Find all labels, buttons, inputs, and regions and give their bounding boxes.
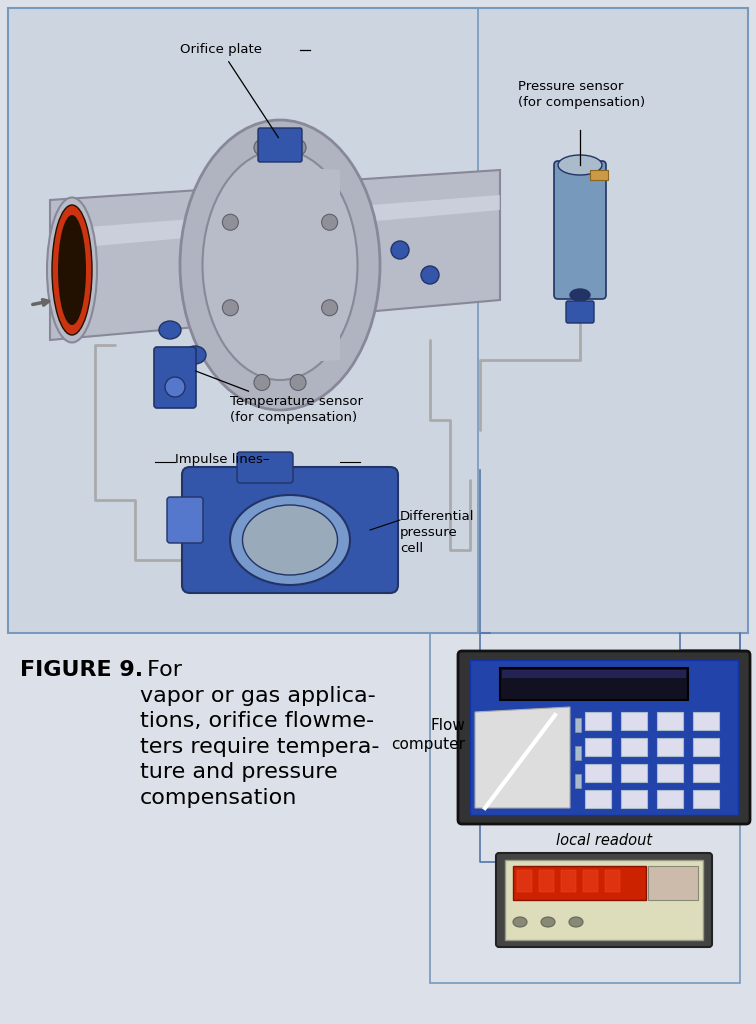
FancyBboxPatch shape xyxy=(566,301,594,323)
Ellipse shape xyxy=(243,505,337,575)
Text: For
vapor or gas applica-
tions, orifice flowme-
ters require tempera-
ture and : For vapor or gas applica- tions, orifice… xyxy=(140,660,380,808)
FancyBboxPatch shape xyxy=(585,712,611,730)
Ellipse shape xyxy=(569,918,583,927)
Ellipse shape xyxy=(321,214,338,230)
Polygon shape xyxy=(50,195,500,250)
Ellipse shape xyxy=(558,155,602,175)
Text: Impulse lines–: Impulse lines– xyxy=(175,454,269,467)
FancyBboxPatch shape xyxy=(621,790,647,808)
FancyBboxPatch shape xyxy=(585,764,611,782)
FancyBboxPatch shape xyxy=(693,764,719,782)
Ellipse shape xyxy=(203,150,358,380)
FancyBboxPatch shape xyxy=(258,128,302,162)
Ellipse shape xyxy=(52,205,92,335)
Ellipse shape xyxy=(165,377,185,397)
Ellipse shape xyxy=(254,139,270,156)
Text: FIGURE 9.: FIGURE 9. xyxy=(20,660,143,680)
FancyBboxPatch shape xyxy=(502,670,686,678)
Ellipse shape xyxy=(254,375,270,390)
FancyBboxPatch shape xyxy=(458,651,750,824)
FancyBboxPatch shape xyxy=(517,870,532,892)
FancyBboxPatch shape xyxy=(621,738,647,756)
FancyBboxPatch shape xyxy=(657,790,683,808)
FancyBboxPatch shape xyxy=(539,870,554,892)
Polygon shape xyxy=(250,165,340,365)
FancyBboxPatch shape xyxy=(8,8,748,633)
FancyBboxPatch shape xyxy=(585,790,611,808)
Ellipse shape xyxy=(290,375,306,390)
Ellipse shape xyxy=(222,300,238,315)
Ellipse shape xyxy=(321,300,338,315)
Polygon shape xyxy=(475,707,570,808)
Ellipse shape xyxy=(222,214,238,230)
Ellipse shape xyxy=(541,918,555,927)
FancyBboxPatch shape xyxy=(648,866,698,900)
FancyBboxPatch shape xyxy=(657,764,683,782)
FancyBboxPatch shape xyxy=(505,860,703,940)
Text: Flow
computer: Flow computer xyxy=(391,718,465,752)
Text: Orifice plate: Orifice plate xyxy=(180,43,278,137)
Text: Pressure sensor
(for compensation): Pressure sensor (for compensation) xyxy=(518,80,645,109)
FancyBboxPatch shape xyxy=(237,452,293,483)
FancyBboxPatch shape xyxy=(575,746,581,760)
FancyBboxPatch shape xyxy=(470,660,738,815)
FancyBboxPatch shape xyxy=(583,870,598,892)
Ellipse shape xyxy=(290,139,306,156)
FancyBboxPatch shape xyxy=(154,347,196,408)
Text: Temperature sensor
(for compensation): Temperature sensor (for compensation) xyxy=(196,371,363,424)
Ellipse shape xyxy=(58,215,86,325)
Polygon shape xyxy=(50,170,500,340)
Text: Differential
pressure
cell: Differential pressure cell xyxy=(400,510,475,555)
Ellipse shape xyxy=(391,241,409,259)
FancyBboxPatch shape xyxy=(621,764,647,782)
FancyBboxPatch shape xyxy=(585,738,611,756)
FancyBboxPatch shape xyxy=(621,712,647,730)
FancyBboxPatch shape xyxy=(8,634,428,1014)
FancyBboxPatch shape xyxy=(500,668,688,700)
FancyBboxPatch shape xyxy=(693,712,719,730)
FancyBboxPatch shape xyxy=(167,497,203,543)
Ellipse shape xyxy=(513,918,527,927)
Ellipse shape xyxy=(230,495,350,585)
FancyBboxPatch shape xyxy=(657,712,683,730)
FancyBboxPatch shape xyxy=(693,790,719,808)
Ellipse shape xyxy=(184,346,206,364)
FancyBboxPatch shape xyxy=(561,870,576,892)
FancyBboxPatch shape xyxy=(513,866,646,900)
FancyBboxPatch shape xyxy=(657,738,683,756)
Ellipse shape xyxy=(421,266,439,284)
FancyBboxPatch shape xyxy=(605,870,620,892)
Text: local readout: local readout xyxy=(556,833,652,848)
FancyBboxPatch shape xyxy=(575,718,581,732)
Ellipse shape xyxy=(180,120,380,410)
FancyBboxPatch shape xyxy=(554,161,606,299)
Ellipse shape xyxy=(159,321,181,339)
Ellipse shape xyxy=(47,198,97,342)
FancyBboxPatch shape xyxy=(575,774,581,788)
FancyBboxPatch shape xyxy=(182,467,398,593)
FancyBboxPatch shape xyxy=(496,853,712,947)
FancyBboxPatch shape xyxy=(693,738,719,756)
Ellipse shape xyxy=(570,289,590,301)
FancyBboxPatch shape xyxy=(590,170,608,180)
